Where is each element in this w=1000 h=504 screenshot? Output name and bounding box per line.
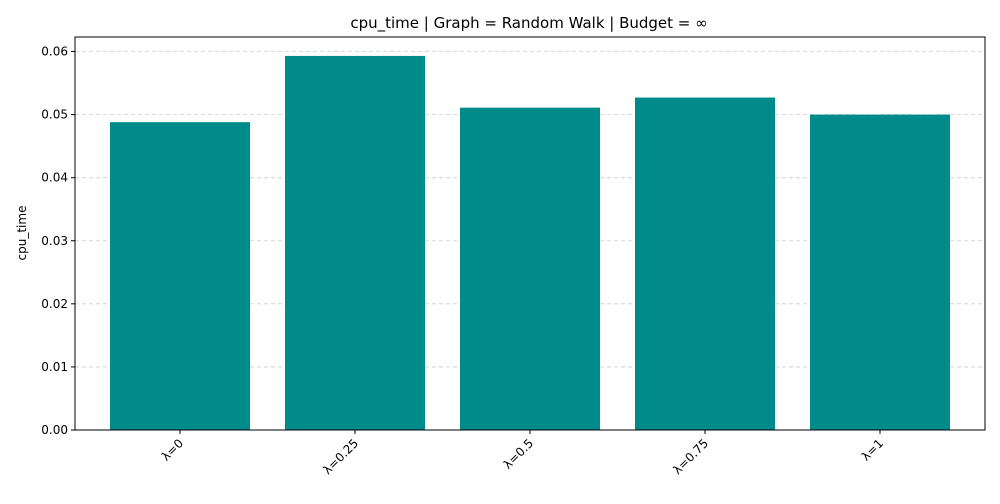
y-tick-label: 0.05 — [41, 108, 68, 122]
y-tick-label: 0.01 — [41, 360, 68, 374]
bars — [110, 55, 950, 431]
bar — [460, 107, 600, 431]
x-tick-label: λ=0.75 — [670, 436, 711, 477]
y-tick-label: 0.03 — [41, 234, 68, 248]
y-tick-label: 0.04 — [41, 171, 68, 185]
bar — [810, 114, 950, 430]
bar — [110, 122, 250, 430]
x-tick-label: λ=0 — [159, 436, 186, 463]
chart-title: cpu_time | Graph = Random Walk | Budget … — [350, 14, 707, 33]
x-tick-label: λ=1 — [859, 436, 886, 463]
plot-frame — [74, 36, 986, 431]
y-axis-label: cpu_time — [15, 206, 29, 261]
bar — [285, 55, 425, 430]
y-tick-label: 0.06 — [41, 45, 68, 59]
bar — [635, 97, 775, 430]
y-axis-ticks: 0.00 0.01 0.02 0.03 0.04 0.05 0.06 — [41, 45, 75, 437]
x-tick-label: λ=0.25 — [320, 436, 361, 477]
x-tick-label: λ=0.5 — [501, 436, 537, 472]
x-axis-ticks: λ=0 λ=0.25 λ=0.5 λ=0.75 λ=1 — [159, 430, 886, 477]
y-tick-label: 0.02 — [41, 297, 68, 311]
y-tick-label: 0.00 — [41, 423, 68, 437]
